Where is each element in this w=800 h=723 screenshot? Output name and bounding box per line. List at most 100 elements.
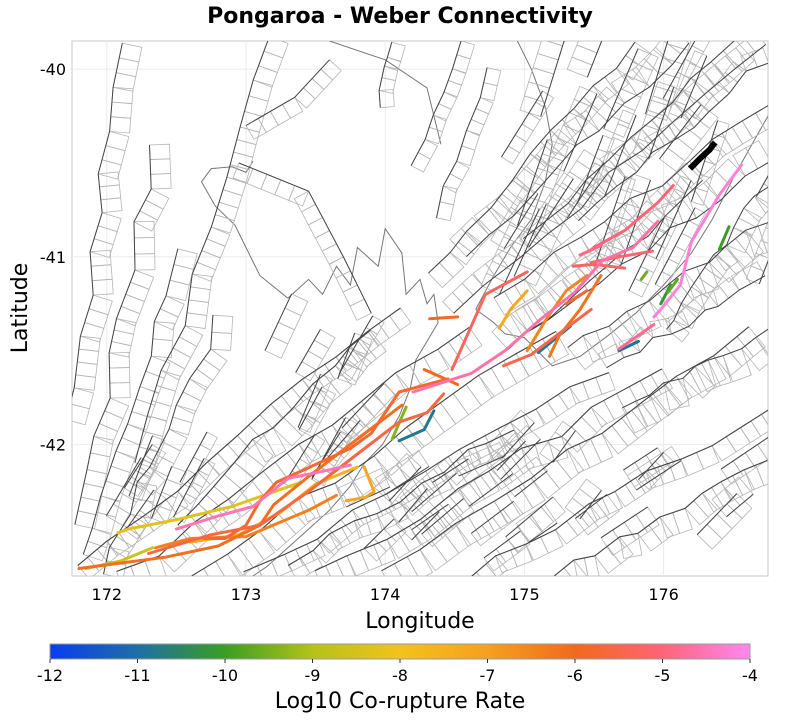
fault-trace	[288, 429, 514, 566]
fault-trace	[295, 329, 321, 373]
fault-trace	[72, 43, 123, 399]
colorbar-tick-label: -10	[212, 666, 238, 685]
fault-trace	[628, 217, 665, 291]
rupture-segment	[77, 403, 404, 570]
fault-trace	[622, 328, 768, 409]
fault-trace	[567, 222, 768, 348]
fault-box	[760, 409, 768, 426]
fault-trace	[179, 431, 208, 483]
fault-trace	[453, 44, 767, 314]
fault-trace	[128, 435, 153, 497]
pongaroa-weber-fault	[687, 140, 718, 171]
fault-trace	[726, 493, 754, 518]
fault-trace	[603, 114, 637, 198]
colorbar-tick-label: -9	[305, 666, 321, 685]
colorbar	[49, 643, 751, 660]
rupture-segment	[578, 244, 603, 257]
fault-trace	[645, 41, 669, 115]
fault-trace	[501, 422, 535, 459]
x-tick-label: 176	[648, 585, 679, 604]
fault-trace	[499, 208, 540, 295]
fault-trace	[566, 162, 605, 219]
fault-trace	[314, 368, 663, 572]
y-tick-label: -41	[40, 248, 66, 267]
fault-trace	[124, 489, 155, 531]
fault-trace	[134, 41, 269, 463]
rupture-segment	[666, 277, 679, 294]
x-tick-label: 174	[370, 585, 401, 604]
fault-trace	[576, 135, 604, 204]
fault-trace	[522, 41, 735, 239]
fault-trace	[298, 386, 323, 430]
fault-trace	[483, 530, 521, 559]
rupture-segment	[592, 184, 675, 249]
rupture-segment	[502, 307, 593, 368]
rupture-segment	[154, 493, 338, 550]
fault-trace	[341, 383, 385, 429]
chart-title: Pongaroa - Weber Connectivity	[207, 4, 593, 29]
rupture-segment	[450, 270, 529, 371]
fault-trace	[245, 59, 330, 126]
rupture-segment	[652, 163, 744, 319]
fault-trace	[579, 490, 602, 520]
fault-trace	[662, 41, 696, 99]
y-axis-ticks: -40 -41 -42	[40, 60, 66, 454]
fault-trace	[666, 186, 768, 330]
rupture-segment	[397, 409, 436, 443]
x-axis-label: Longitude	[365, 609, 474, 634]
fault-trace	[654, 207, 696, 285]
fault-trace	[606, 275, 766, 369]
fault-trace	[398, 488, 428, 523]
rupture-segment	[147, 392, 446, 555]
fault-trace	[469, 473, 514, 507]
coastline-segment	[475, 41, 553, 310]
fault-trace	[74, 144, 152, 525]
fault-trace	[411, 511, 440, 541]
y-tick-label: -40	[40, 60, 66, 79]
fault-box	[771, 158, 790, 178]
fault-trace	[505, 496, 554, 538]
fault-trace	[758, 259, 768, 285]
x-tick-label: 172	[92, 585, 123, 604]
fault-trace	[116, 326, 470, 572]
rupture-segment	[422, 368, 460, 386]
fault-trace	[514, 470, 548, 497]
fault-trace	[410, 41, 462, 166]
fault-trace	[563, 93, 598, 172]
fault-trace	[297, 374, 321, 428]
fault-trace	[264, 293, 293, 351]
rupture-segment	[174, 463, 352, 531]
rupture-segment	[116, 480, 304, 535]
fault-trace	[82, 248, 179, 555]
fault-trace	[243, 372, 610, 573]
fault-trace	[105, 457, 142, 517]
colorbar-tick-label: -11	[124, 666, 150, 685]
fault-trace	[470, 501, 514, 534]
fault-trace	[553, 459, 768, 576]
fault-trace	[363, 518, 395, 549]
rupture-segment	[639, 270, 649, 281]
fault-trace	[421, 498, 464, 535]
fault-trace	[173, 458, 205, 518]
fault-trace	[594, 176, 626, 267]
fault-trace	[338, 315, 374, 375]
fault-box	[545, 41, 565, 47]
y-axis-label: Latitude	[8, 263, 33, 354]
fault-trace	[428, 41, 636, 274]
fault-trace	[659, 104, 702, 160]
coastline-segment	[329, 41, 442, 145]
rupture-segment	[548, 274, 603, 358]
fault-trace	[552, 430, 576, 463]
fault-trace	[381, 326, 750, 572]
colorbar-tick-label: -6	[567, 666, 583, 685]
fault-trace	[655, 180, 692, 259]
y-tick-label: -42	[40, 436, 66, 455]
fault-trace	[471, 409, 768, 576]
fault-trace	[238, 162, 372, 314]
fault-trace	[600, 506, 648, 539]
fault-trace	[177, 330, 371, 526]
fault-trace	[578, 62, 768, 221]
fault-trace	[388, 466, 422, 502]
fault-box	[691, 41, 711, 53]
fault-trace	[411, 503, 449, 531]
